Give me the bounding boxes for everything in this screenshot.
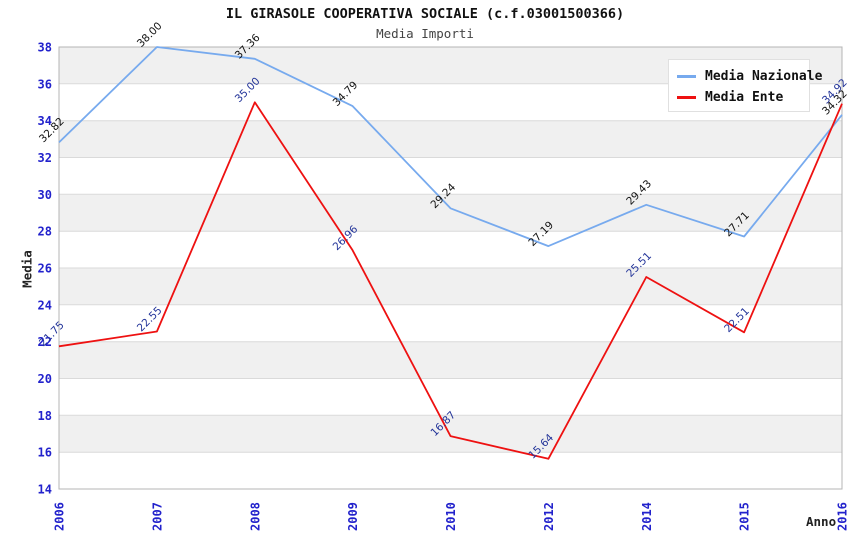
plot-band bbox=[59, 341, 842, 379]
series-line-media-ente bbox=[58, 101, 843, 460]
point-value-label: 38.00 bbox=[135, 20, 165, 50]
y-tick-label: 36 bbox=[38, 77, 52, 91]
legend-label: Media Ente bbox=[705, 90, 784, 105]
y-tick-label: 26 bbox=[38, 262, 52, 276]
y-tick-label: 32 bbox=[38, 151, 52, 165]
plot-band bbox=[59, 194, 842, 232]
nazionale-line-swatch-icon bbox=[677, 75, 696, 78]
plot-band bbox=[59, 304, 842, 342]
legend-box: Media Nazionale Media Ente bbox=[668, 59, 822, 112]
x-tick-label: 2007 bbox=[150, 502, 164, 531]
plot-band bbox=[59, 378, 842, 416]
legend-item-media-nazionale: Media Nazionale bbox=[669, 66, 822, 87]
y-tick-label: 24 bbox=[38, 298, 52, 312]
y-tick-label: 18 bbox=[38, 409, 52, 423]
x-tick-label: 2016 bbox=[836, 502, 850, 531]
y-tick-label: 38 bbox=[38, 41, 52, 55]
ente-line-swatch-icon bbox=[677, 96, 696, 99]
y-tick-label: 14 bbox=[38, 483, 52, 497]
legend-item-media-ente: Media Ente bbox=[669, 87, 809, 108]
y-tick-label: 22 bbox=[38, 335, 52, 349]
y-tick-label: 28 bbox=[38, 225, 52, 239]
plot-border bbox=[58, 46, 843, 490]
y-tick-label: 34 bbox=[38, 114, 52, 128]
x-tick-label: 2014 bbox=[640, 502, 654, 531]
plot-band bbox=[59, 452, 842, 489]
plot-band bbox=[59, 231, 842, 268]
x-tick-label: 2008 bbox=[248, 502, 262, 531]
x-tick-label: 2009 bbox=[346, 502, 360, 531]
x-tick-label: 2012 bbox=[542, 502, 556, 531]
y-tick-label: 20 bbox=[38, 372, 52, 386]
chart-subtitle: Media Importi bbox=[376, 26, 474, 41]
x-tick-label: 2006 bbox=[53, 502, 67, 531]
chart-title: IL GIRASOLE COOPERATIVA SOCIALE (c.f.030… bbox=[225, 6, 625, 22]
plot-band bbox=[59, 157, 842, 195]
y-tick-label: 16 bbox=[38, 446, 52, 460]
x-axis-title: Anno bbox=[806, 514, 837, 529]
x-tick-label: 2015 bbox=[738, 502, 752, 531]
plot-band bbox=[59, 415, 842, 453]
y-axis-title: Media bbox=[19, 250, 35, 288]
plot-band bbox=[59, 120, 842, 158]
series-line-media-nazionale bbox=[58, 46, 843, 248]
legend-label: Media Nazionale bbox=[705, 69, 823, 84]
x-tick-label: 2010 bbox=[444, 502, 458, 531]
plot-band bbox=[59, 268, 842, 305]
y-tick-label: 30 bbox=[38, 188, 52, 202]
